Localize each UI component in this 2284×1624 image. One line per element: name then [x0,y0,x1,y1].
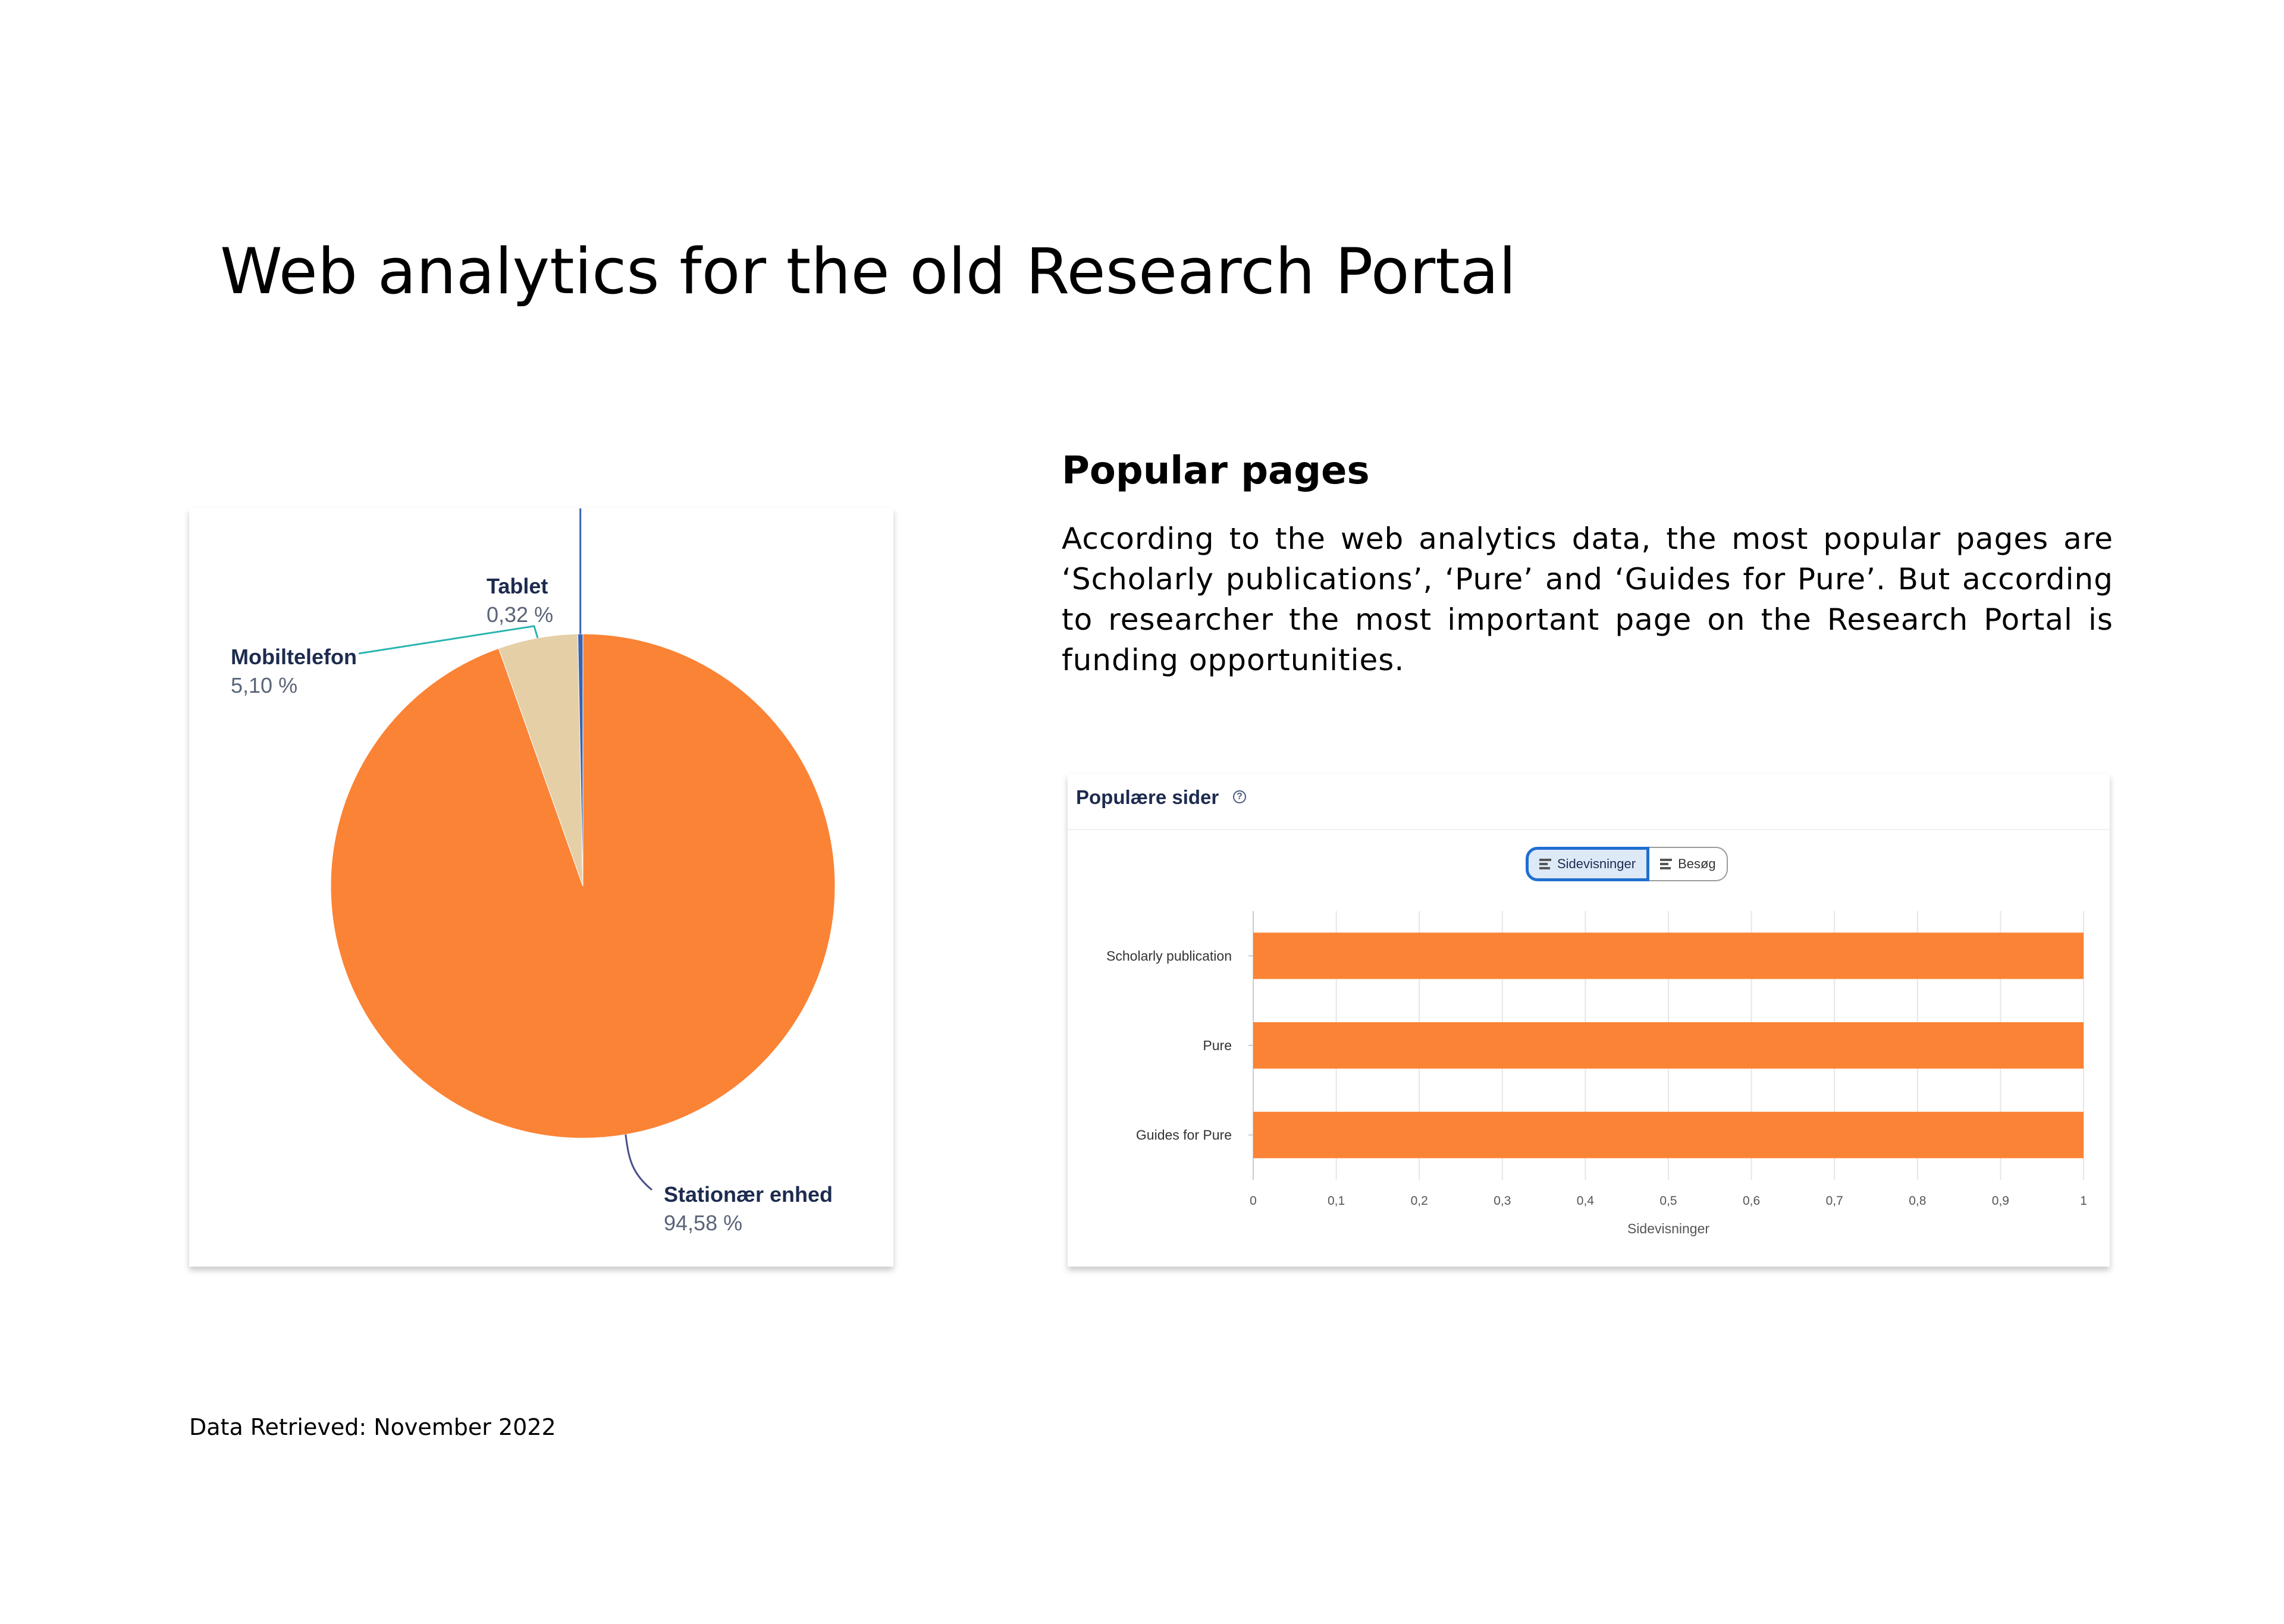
popular-pages-paragraph: According to the web analytics data, the… [1062,522,2113,677]
bar-chart-icon [1660,859,1673,869]
x-tick-label: 0,6 [1743,1194,1760,1208]
bar-card-title: Populære sider [1076,786,1219,808]
x-tick-label: 0,2 [1411,1194,1428,1208]
x-tick-label: 0 [1250,1194,1257,1208]
popular-pages-heading: Popular pages [1062,449,1370,493]
popular-pages-chart-card: Populære sider ? Sidevisninger Besøg 0 0,… [1068,774,2110,1267]
pie-value-tablet: 0,32 % [487,602,553,627]
x-tick-label: 0,7 [1826,1194,1843,1208]
pie-slice-tablet[interactable] [577,633,583,887]
bar-chart-icon [1539,859,1552,869]
x-tick-label: 0,3 [1494,1194,1511,1208]
page-title: Web analytics for the old Research Porta… [220,235,1517,308]
x-tick-label: 0,8 [1909,1194,1926,1208]
category-label: Guides for Pure [1136,1127,1232,1143]
pie-label-mobiltelefon: Mobiltelefon [231,645,357,669]
pie-leader-line [625,1134,652,1191]
toggle-besog-button[interactable]: Besøg [1649,847,1728,881]
metric-toggle: Sidevisninger Besøg [1526,847,1728,882]
device-pie-chart-card: Stationær enhed 94,58 % Mobiltelefon 5,10 %… [189,508,893,1267]
pie-label-tablet: Tablet [487,574,548,598]
category-label: Pure [1203,1038,1232,1053]
x-axis-title: Sidevisninger [1627,1221,1709,1236]
category-label: Scholarly publication [1106,948,1232,963]
x-tick-label: 1 [2080,1194,2087,1208]
x-tick-label: 0,1 [1328,1194,1345,1208]
popular-pages-bar-chart: 0 0,1 0,2 0,3 0,4 0,5 0,6 0,7 0,8 0,9 1 Scholarly p… [1106,911,2087,1236]
pie-leader-line [358,625,539,655]
pie-value-station-r-enhed: 94,58 % [664,1211,742,1235]
pie-leader-line [579,508,582,634]
bar-pure[interactable] [1253,1022,2084,1069]
pie-value-mobiltelefon: 5,10 % [231,673,297,698]
x-tick-label: 0,9 [1992,1194,2009,1208]
device-pie-chart: Stationær enhed 94,58 % Mobiltelefon 5,10 %… [231,508,836,1235]
bar-guides-for-pure[interactable] [1253,1111,2084,1158]
data-retrieved-note: Data Retrieved: November 2022 [189,1414,556,1440]
x-tick-label: 0,5 [1659,1194,1677,1208]
toggle-sidevisninger-button[interactable]: Sidevisninger [1526,847,1650,881]
question-circle-icon[interactable]: ? [1233,790,1246,803]
pie-label-station-r-enhed: Stationær enhed [664,1182,833,1207]
x-tick-label: 0,4 [1577,1194,1595,1208]
toggle-inactive-label: Besøg [1678,856,1716,871]
card-divider [1068,829,2110,830]
bar-scholarly-publication[interactable] [1253,932,2084,979]
toggle-active-label: Sidevisninger [1557,856,1636,871]
